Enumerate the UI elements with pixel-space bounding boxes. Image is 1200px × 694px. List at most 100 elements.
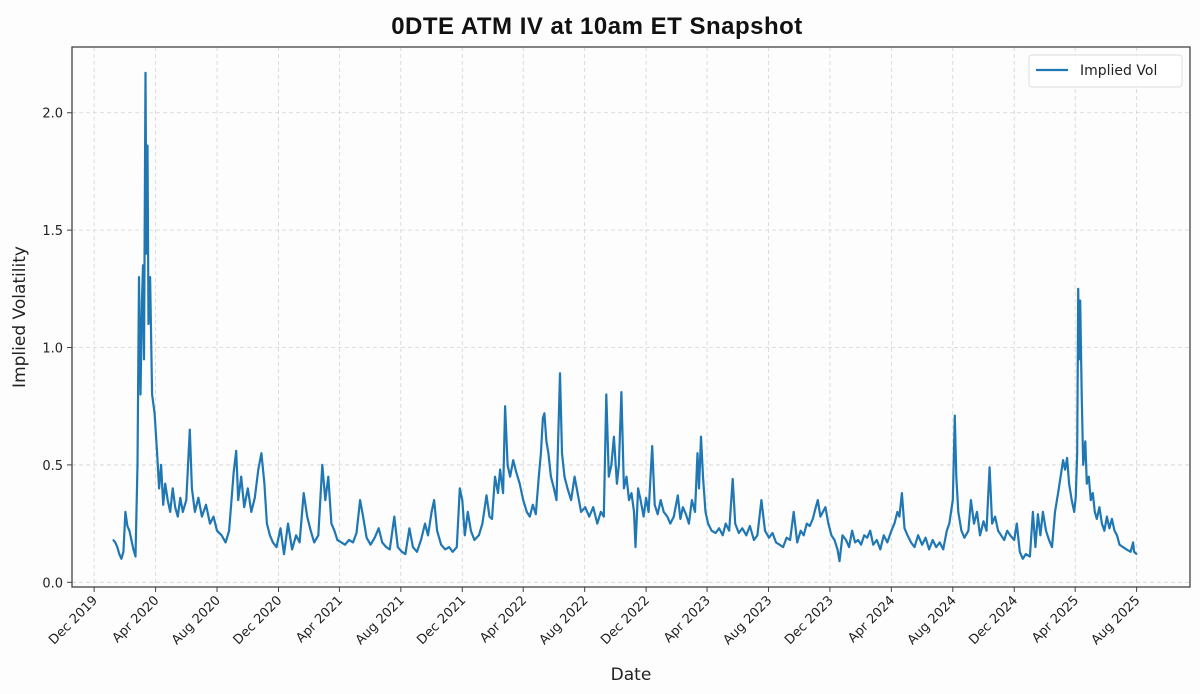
y-tick-label: 1.0 [42, 342, 63, 357]
data-point [903, 527, 906, 530]
data-point [1042, 511, 1044, 513]
data-point [994, 515, 996, 518]
data-point [782, 546, 784, 548]
data-point [866, 536, 869, 539]
data-point [1034, 546, 1037, 548]
data-point [1045, 529, 1047, 532]
data-point [348, 539, 350, 541]
data-point [194, 511, 196, 513]
data-point [463, 534, 466, 537]
data-point [488, 515, 491, 518]
data-point [132, 548, 135, 551]
x-tick-label: Apr 2022 [477, 593, 530, 646]
data-point [330, 522, 333, 525]
data-point [630, 492, 633, 494]
data-point [404, 553, 407, 555]
data-point [275, 546, 278, 548]
data-point [910, 541, 912, 544]
data-point [205, 503, 207, 506]
data-point [1089, 499, 1092, 501]
data-point [848, 546, 850, 548]
data-point [162, 503, 165, 506]
data-point [188, 428, 191, 431]
data-point [633, 511, 635, 513]
data-point [365, 536, 368, 539]
data-point [181, 511, 184, 513]
data-point [1015, 522, 1018, 525]
x-tick-label: Aug 2020 [169, 593, 224, 648]
data-point [362, 515, 364, 518]
data-point [185, 499, 188, 501]
data-point [224, 541, 227, 544]
data-point [543, 412, 546, 415]
data-point [424, 522, 426, 525]
data-point [412, 546, 414, 548]
data-point [1080, 393, 1083, 396]
data-point [570, 499, 572, 501]
data-point [1039, 534, 1042, 537]
data-point [656, 513, 659, 516]
y-tick-label: 1.5 [42, 224, 63, 239]
data-point [659, 499, 662, 501]
data-point [838, 560, 841, 563]
data-point [886, 541, 889, 544]
data-point [427, 534, 429, 537]
data-point [721, 534, 724, 537]
data-point [120, 557, 123, 560]
data-point [440, 543, 442, 546]
data-point [444, 548, 447, 551]
data-point [913, 546, 916, 548]
data-point [976, 511, 978, 513]
data-point [534, 513, 537, 516]
data-point [235, 449, 238, 452]
data-point [768, 536, 770, 539]
data-point [917, 534, 919, 537]
data-point [179, 496, 182, 499]
data-point [112, 539, 115, 541]
data-point [136, 464, 139, 466]
data-point [672, 515, 675, 518]
data-point [430, 511, 433, 513]
data-point [169, 511, 172, 513]
data-point [561, 452, 563, 455]
data-point [531, 503, 534, 506]
data-point [618, 464, 620, 466]
data-point [857, 539, 859, 541]
data-point [295, 534, 297, 537]
data-point [504, 405, 506, 408]
data-point [967, 529, 970, 532]
data-point [756, 534, 759, 537]
x-tick-label: Dec 2022 [598, 593, 653, 648]
y-axis: 0.0 0.5 1.0 1.5 2.0 [42, 107, 72, 591]
data-point [166, 499, 169, 501]
data-point [1093, 511, 1096, 513]
data-point [1057, 492, 1059, 494]
data-point [988, 466, 991, 469]
data-point [1098, 506, 1101, 509]
data-point [573, 475, 576, 478]
data-point [854, 541, 856, 544]
legend-label: Implied Vol [1080, 63, 1157, 79]
data-point [718, 527, 720, 530]
data-point [639, 499, 642, 501]
data-point [141, 299, 143, 302]
data-point [760, 499, 763, 501]
data-point [1051, 546, 1053, 548]
data-point [550, 475, 552, 478]
data-point [257, 468, 260, 471]
data-point [473, 539, 476, 541]
data-point [147, 323, 150, 325]
data-point [1006, 529, 1009, 532]
data-point [653, 503, 656, 506]
chart-title: 0DTE ATM IV at 10am ET Snapshot [391, 13, 803, 40]
x-tick-label: Dec 2020 [231, 593, 286, 648]
data-point [588, 515, 591, 518]
data-point [827, 522, 830, 525]
data-point [540, 452, 542, 455]
data-point [957, 511, 960, 513]
data-point [1037, 513, 1039, 516]
data-point [802, 534, 805, 537]
data-point [901, 492, 903, 494]
data-point [685, 513, 687, 516]
data-point [799, 529, 802, 532]
